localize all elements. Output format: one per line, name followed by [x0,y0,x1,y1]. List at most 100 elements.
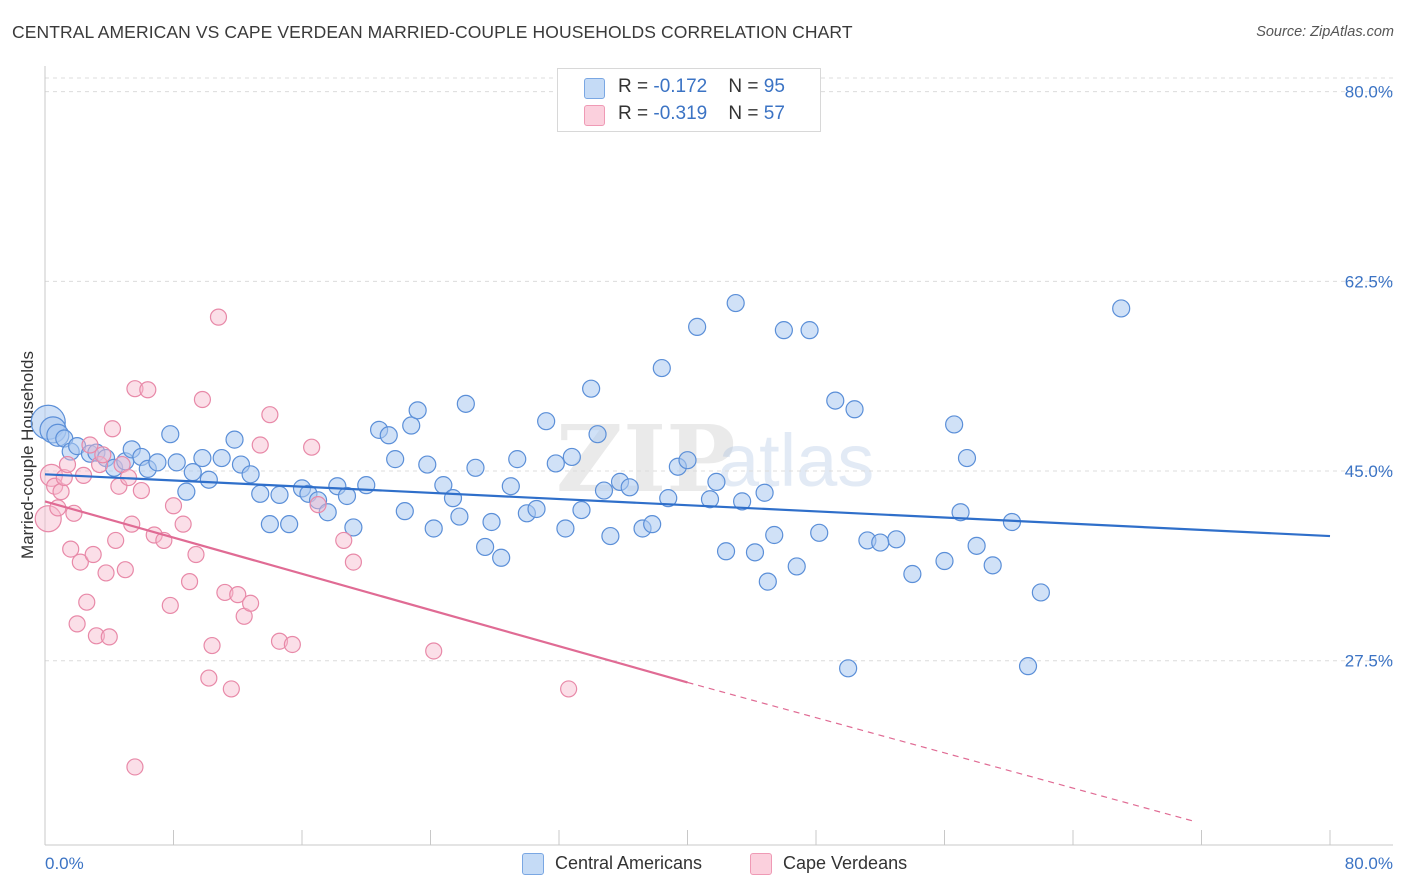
data-point-central-american [386,450,405,469]
data-point-central-american [212,448,231,468]
data-point-cape-verdean [261,406,279,424]
data-point-cape-verdean [200,669,218,687]
data-point-central-american [418,455,437,474]
source-credit: Source: ZipAtlas.com [1256,24,1394,40]
data-point-central-american [148,453,167,472]
data-point-cape-verdean [180,573,199,591]
data-point-central-american [527,499,546,519]
data-point-central-american [562,447,581,467]
data-point-central-american [456,394,475,413]
data-point-central-american [450,507,469,526]
data-point-central-american [716,542,736,561]
data-point-central-american [845,400,864,419]
legend-swatch-pink [584,105,605,126]
x-tick-label: 80.0% [1345,854,1393,873]
gridlines [45,77,1393,662]
data-point-central-american [643,515,662,534]
data-point-central-american [443,489,463,508]
data-point-central-american [379,426,398,445]
data-point-central-american [260,515,279,534]
data-point-cape-verdean [91,455,109,474]
data-point-central-american [594,481,614,500]
data-point-central-american [546,454,565,473]
data-point-cape-verdean [193,390,212,409]
data-point-central-american [408,401,427,420]
data-point-central-american [871,533,890,552]
x-tick-label: 0.0% [45,854,84,873]
data-point-cape-verdean [187,545,205,564]
legend-swatch-blue [522,853,544,875]
data-point-central-american [601,526,620,546]
data-point-cape-verdean [216,583,234,602]
data-point-central-american [765,525,784,545]
data-point-central-american [983,556,1002,575]
data-point-cape-verdean [303,438,321,456]
legend-n-value: 57 [763,103,785,124]
data-point-central-american [659,489,678,508]
data-point-cape-verdean [55,468,73,487]
data-point-central-american [270,485,289,504]
data-point-cape-verdean [222,680,240,698]
data-point-central-american [887,530,906,549]
data-point-cape-verdean [344,553,362,571]
data-point-central-american [755,483,774,502]
data-point-cape-verdean [52,483,70,501]
legend-r-value: -0.172 [653,76,708,97]
legend-r-label: R = [618,103,654,124]
data-point-central-american [1031,583,1050,602]
data-point-cape-verdean [139,381,157,399]
data-point-central-american [903,564,922,584]
watermark-atlas: atlas [718,419,875,502]
data-point-central-american [193,448,212,468]
data-point-central-american [308,491,328,510]
data-point-cape-verdean [97,564,115,582]
data-point-central-american [707,472,726,491]
data-point-cape-verdean [126,380,144,398]
data-point-central-american [466,458,485,477]
data-point-central-american [344,518,363,537]
y-tick-label: 27.5% [1345,652,1393,671]
trend-line-cape-verdeans-extension [687,681,1194,822]
trend-line-cape-verdeans [44,500,688,684]
trend-lines [44,473,1331,822]
legend-r-value: -0.319 [653,103,708,124]
legend-swatch-pink [750,853,772,875]
data-point-cape-verdean [116,561,134,579]
data-point-central-american [826,391,845,410]
legend-n-label: N = [728,76,764,97]
data-point-cape-verdean [309,496,327,514]
data-point-central-american [508,450,527,469]
legend-r-label: R = [618,76,654,97]
data-point-cape-verdean [81,436,99,454]
data-point-central-american [588,425,607,444]
y-tick-label: 80.0% [1345,83,1393,102]
axes [44,66,1393,846]
data-point-cape-verdean [203,636,221,655]
data-point-central-american [556,519,575,538]
data-point-central-american [758,572,777,591]
data-point-central-american [177,482,196,501]
data-point-central-american [225,430,244,449]
data-point-cape-verdean [335,531,353,550]
series-central-americans [30,293,1131,678]
data-point-cape-verdean [209,308,228,326]
tick-labels: 27.5% 45.0% 62.5% 80.0% 0.0% 80.0% [45,83,1393,873]
data-point-cape-verdean [283,635,301,654]
data-point-central-american [501,477,520,496]
data-point-central-american [280,515,299,534]
data-point-cape-verdean [425,642,443,660]
data-point-central-american [787,557,806,576]
correlation-legend: R = -0.172 N = 95 R = -0.319 N = 57 [557,68,821,132]
data-point-central-american [957,448,977,468]
data-point-central-american [161,425,180,444]
data-point-cape-verdean [94,446,112,464]
data-point-cape-verdean [242,594,260,612]
legend-swatch-blue [584,78,605,99]
data-point-cape-verdean [87,627,106,645]
y-tick-label: 62.5% [1345,272,1393,291]
data-point-cape-verdean [229,586,247,604]
data-point-central-american [402,416,421,435]
legend-n-label: N = [728,103,764,124]
data-point-cape-verdean [251,436,269,454]
data-point-central-american [967,536,986,555]
